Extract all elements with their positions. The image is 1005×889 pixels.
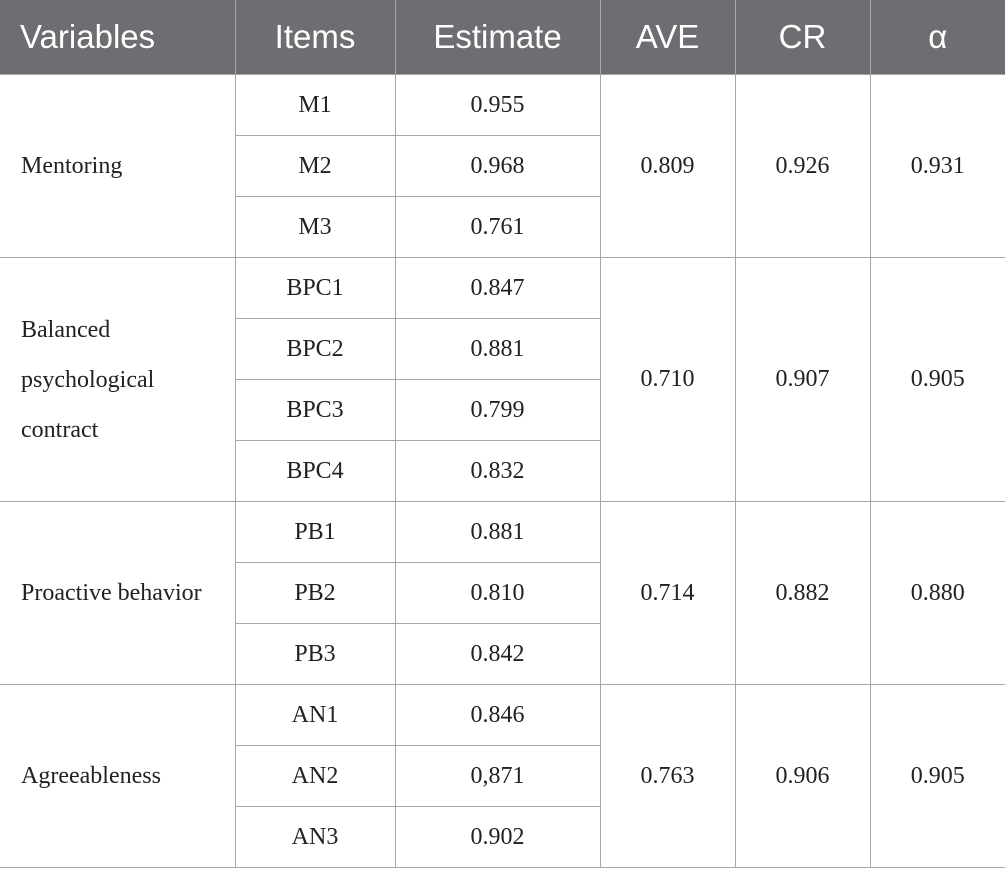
- reliability-table: Variables Items Estimate AVE CR α Mentor…: [0, 0, 1005, 868]
- item-code: M2: [234, 135, 396, 197]
- cr-value: 0.882: [734, 501, 871, 685]
- table-row: Mentoring M1 0.955 0.809 0.926 0.931: [0, 74, 1005, 258]
- table-row: Balanced psychological contract BPC1 0.8…: [0, 257, 1005, 502]
- ave-value: 0.714: [599, 501, 736, 685]
- item-code: PB2: [234, 562, 396, 624]
- table-row: PB2 0.810: [0, 562, 1005, 624]
- table-row: M2 0.968: [0, 135, 1005, 197]
- item-estimate: 0.955: [394, 74, 601, 136]
- table-header: Variables Items Estimate AVE CR α: [0, 0, 1005, 75]
- alpha-value: 0.905: [869, 684, 1005, 868]
- item-estimate: 0.846: [394, 684, 601, 746]
- cr-value: 0.907: [734, 257, 871, 502]
- item-estimate: 0.881: [394, 501, 601, 563]
- cr-value: 0.926: [734, 74, 871, 258]
- ave-value: 0.809: [599, 74, 736, 258]
- item-estimate: 0.881: [394, 318, 601, 380]
- alpha-value: 0.931: [869, 74, 1005, 258]
- header-items: Items: [234, 0, 396, 75]
- header-variables: Variables: [0, 0, 236, 75]
- item-code: AN3: [234, 806, 396, 868]
- cr-value: 0.906: [734, 684, 871, 868]
- alpha-value: 0.905: [869, 257, 1005, 502]
- item-estimate: 0,871: [394, 745, 601, 807]
- variable-name: Proactive behavior: [0, 501, 236, 685]
- item-code: PB1: [234, 501, 396, 563]
- item-estimate: 0.902: [394, 806, 601, 868]
- item-code: AN2: [234, 745, 396, 807]
- table-body: Mentoring M1 0.955 0.809 0.926 0.931 M2 …: [0, 74, 1005, 868]
- header-cr: CR: [734, 0, 871, 75]
- table-row: AN2 0,871: [0, 745, 1005, 807]
- ave-value: 0.763: [599, 684, 736, 868]
- item-code: M3: [234, 196, 396, 258]
- table-row: Agreeableness AN1 0.846 0.763 0.906 0.90…: [0, 684, 1005, 868]
- table-row: PB3 0.842: [0, 623, 1005, 685]
- table-row: Proactive behavior PB1 0.881 0.714 0.882…: [0, 501, 1005, 685]
- table-row: BPC2 0.881: [0, 318, 1005, 380]
- variable-name: Balanced psychological contract: [0, 257, 236, 502]
- ave-value: 0.710: [599, 257, 736, 502]
- header-row: Variables Items Estimate AVE CR α: [0, 0, 1005, 75]
- item-estimate: 0.847: [394, 257, 601, 319]
- item-code: BPC3: [234, 379, 396, 441]
- table-row: BPC4 0.832: [0, 440, 1005, 502]
- item-estimate: 0.761: [394, 196, 601, 258]
- variable-name: Agreeableness: [0, 684, 236, 868]
- item-estimate: 0.810: [394, 562, 601, 624]
- header-alpha: α: [869, 0, 1005, 75]
- item-estimate: 0.799: [394, 379, 601, 441]
- header-estimate: Estimate: [394, 0, 601, 75]
- variable-name: Mentoring: [0, 74, 236, 258]
- item-code: BPC4: [234, 440, 396, 502]
- item-code: AN1: [234, 684, 396, 746]
- item-estimate: 0.832: [394, 440, 601, 502]
- item-code: BPC2: [234, 318, 396, 380]
- item-estimate: 0.842: [394, 623, 601, 685]
- item-code: M1: [234, 74, 396, 136]
- item-estimate: 0.968: [394, 135, 601, 197]
- table-row: AN3 0.902: [0, 806, 1005, 868]
- alpha-value: 0.880: [869, 501, 1005, 685]
- item-code: PB3: [234, 623, 396, 685]
- header-ave: AVE: [599, 0, 736, 75]
- item-code: BPC1: [234, 257, 396, 319]
